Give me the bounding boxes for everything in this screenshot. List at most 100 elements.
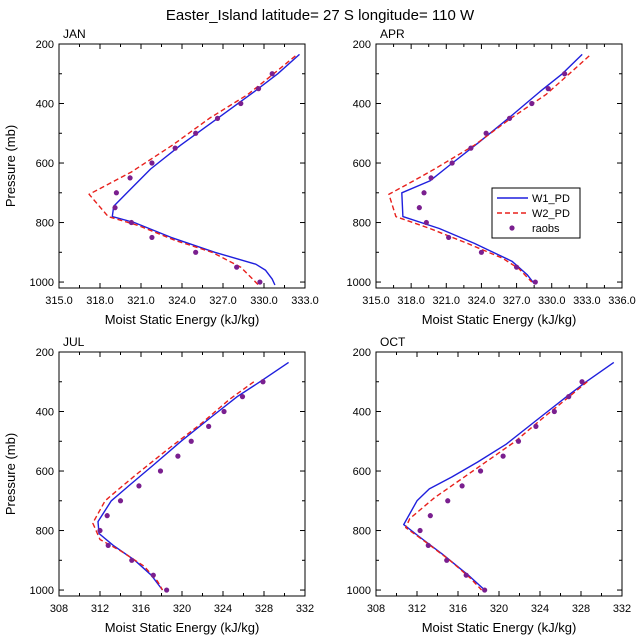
raobs-point	[513, 264, 520, 270]
x-axis-label: Moist Static Energy (kJ/kg)	[422, 620, 577, 635]
raobs-point	[255, 86, 262, 92]
legend-label: W1_PD	[532, 193, 570, 205]
series-line-w1-pd	[111, 53, 300, 286]
raobs-point	[425, 542, 431, 549]
raobs-point	[127, 175, 133, 181]
y-tick-label: 600	[36, 158, 54, 170]
series-line-w2-pd	[405, 381, 588, 591]
plot-frame	[375, 351, 623, 597]
raobs-point	[214, 115, 221, 121]
figure-title: Easter_Island latitude= 27 S longitude= …	[166, 7, 475, 24]
raobs-point	[112, 205, 118, 211]
panel-label: APR	[380, 27, 405, 41]
raobs-point	[533, 423, 539, 429]
legend-label: raobs	[532, 223, 560, 235]
panels: JAN 315.0 318.0 321.0 324.0 327.0 330.0 333.0 20…	[3, 27, 636, 635]
series-line-w2-pd	[388, 55, 590, 283]
raobs-point	[206, 423, 212, 429]
raobs-point	[175, 453, 181, 459]
raobs-point	[529, 100, 535, 107]
y-tick-label: 200	[353, 39, 371, 51]
x-tick-label: 324	[214, 603, 232, 615]
raobs-point	[459, 483, 465, 489]
x-tick-label: 328	[572, 603, 590, 615]
series-line-w2-pd	[88, 55, 296, 286]
y-tick-label: 1000	[30, 585, 54, 597]
y-axis-label: Pressure (mb)	[3, 125, 18, 207]
raobs-point	[105, 542, 111, 549]
x-tick-label: 312	[408, 603, 426, 615]
raobs-point	[478, 249, 485, 255]
raobs-point	[421, 190, 427, 196]
y-tick-label: 200	[36, 347, 54, 359]
plot-frame	[375, 43, 623, 289]
x-tick-label: 320	[490, 603, 508, 615]
raobs-point	[427, 513, 433, 519]
x-tick-label: 332	[296, 603, 314, 615]
y-axis-label: Pressure (mb)	[3, 433, 18, 515]
x-tick-label: 320	[173, 603, 191, 615]
x-tick-label: 308	[367, 603, 385, 615]
series-line-w2-pd	[92, 381, 255, 591]
raobs-point	[260, 379, 266, 385]
raobs-point	[532, 279, 538, 285]
y-tick-label: 400	[36, 99, 54, 111]
y-tick-label: 200	[36, 39, 54, 51]
x-tick-label: 330.0	[538, 295, 566, 307]
raobs-point	[423, 219, 429, 226]
raobs-point	[193, 130, 199, 136]
raobs-point	[446, 234, 452, 241]
raobs-point	[193, 249, 199, 255]
panel-jul: JUL 308 312 316 320 324 328 332 200 400 600 800 1000…	[3, 335, 314, 635]
raobs-point	[545, 86, 551, 92]
x-tick-label: 312	[91, 603, 109, 615]
panel-apr: APR 315.0 318.0 321.0 324.0 327.0 330.0 333.0 33…	[347, 27, 636, 327]
y-tick-label: 400	[353, 407, 371, 419]
raobs-point	[477, 468, 484, 474]
panel-jan: JAN 315.0 318.0 321.0 324.0 327.0 330.0 333.0 20…	[3, 27, 319, 327]
x-tick-label: 328	[255, 603, 273, 615]
x-tick-label: 324.0	[168, 295, 196, 307]
raobs-point	[269, 71, 275, 77]
raobs-point	[468, 145, 474, 151]
raobs-point	[238, 100, 244, 107]
x-tick-label: 324	[531, 603, 549, 615]
x-tick-label: 308	[50, 603, 68, 615]
y-tick-label: 1000	[347, 277, 371, 289]
raobs-point	[188, 438, 194, 444]
x-tick-label: 327.0	[503, 295, 531, 307]
x-tick-label: 336.0	[608, 295, 636, 307]
y-tick-label: 200	[353, 347, 371, 359]
legend-label: W2_PD	[532, 208, 570, 220]
raobs-point	[257, 279, 263, 285]
plot-frame	[58, 351, 306, 597]
raobs-point	[157, 468, 164, 474]
raobs-point	[221, 408, 227, 415]
x-axis-label: Moist Static Energy (kJ/kg)	[105, 620, 260, 635]
x-tick-label: 332	[613, 603, 631, 615]
raobs-point	[172, 145, 178, 151]
y-tick-label: 1000	[30, 277, 54, 289]
x-tick-label: 321.0	[433, 295, 461, 307]
raobs-point	[463, 572, 469, 578]
y-tick-label: 600	[36, 466, 54, 478]
raobs-point	[551, 408, 557, 415]
raobs-point	[562, 71, 568, 77]
panel-label: OCT	[380, 335, 406, 349]
x-tick-label: 316	[449, 603, 467, 615]
raobs-point	[416, 205, 422, 211]
x-tick-label: 318.0	[397, 295, 425, 307]
x-tick-label: 327.0	[209, 295, 237, 307]
panel-oct: OCT 308 312 316 320 324 328 332 200 400 600 800 1000…	[347, 335, 632, 635]
raobs-point	[483, 130, 489, 136]
x-tick-label: 321.0	[127, 295, 155, 307]
panel-label: JAN	[63, 27, 86, 41]
x-tick-label: 318.0	[86, 295, 114, 307]
raobs-point	[444, 557, 450, 563]
raobs-point	[445, 498, 451, 504]
x-tick-label: 333.0	[291, 295, 319, 307]
raobs-point	[128, 219, 135, 226]
raobs-point	[500, 453, 506, 459]
y-tick-label: 600	[353, 158, 371, 170]
